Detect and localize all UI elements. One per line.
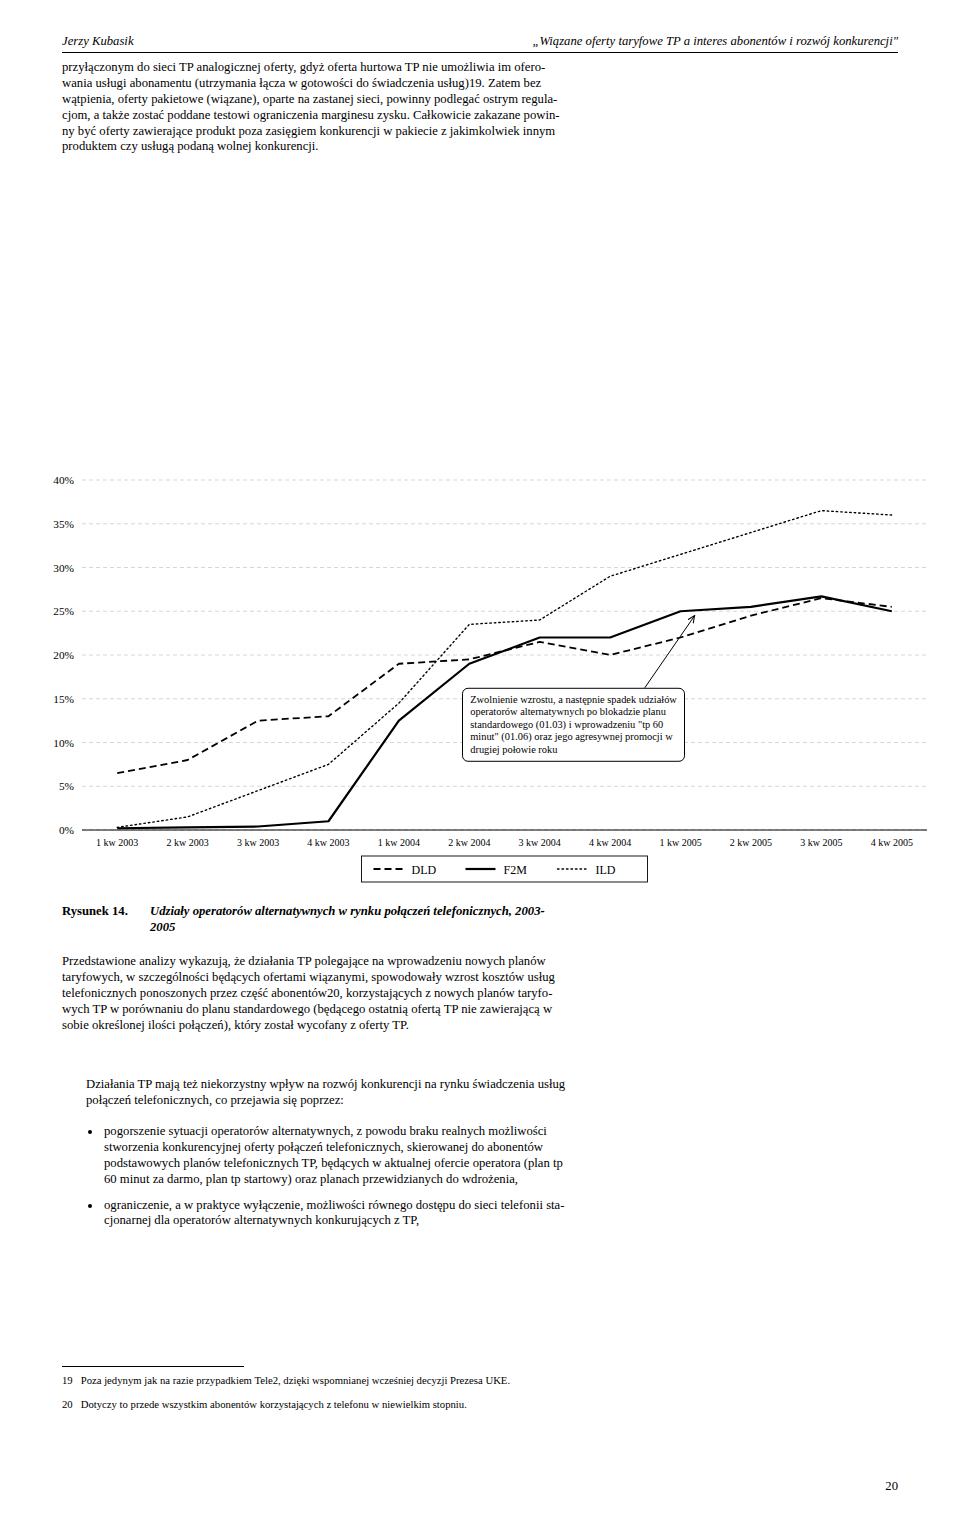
header-rule: [62, 52, 898, 53]
y-tick-label: 20%: [53, 649, 74, 661]
x-tick-label: 1 kw 2003: [96, 837, 138, 848]
grid-line: [82, 523, 927, 524]
x-axis-line: [82, 830, 927, 831]
series-line: [117, 511, 892, 828]
legend-label: ILD: [596, 863, 616, 877]
grid-line: [82, 830, 927, 831]
legend-swatch: [466, 868, 496, 870]
grid-line: [82, 611, 927, 612]
bullet-list: pogorszenie sytuacji operatorów alternat…: [62, 1124, 564, 1229]
header-left: Jerzy Kubasik: [62, 34, 134, 50]
caption-title: Udziały operatorów alternatywnych w rynk…: [150, 904, 545, 936]
series-line: [117, 598, 892, 773]
footnote-rule: [62, 1366, 244, 1367]
x-tick-label: 1 kw 2004: [378, 837, 420, 848]
x-tick-label: 1 kw 2005: [659, 837, 701, 848]
y-tick-label: 25%: [53, 605, 74, 617]
x-tick-label: 2 kw 2003: [167, 837, 209, 848]
footnote: 20 Dotyczy to przede wszystkim abonentów…: [62, 1398, 467, 1411]
y-tick-label: 0%: [59, 824, 75, 836]
annotation-arrow: [645, 616, 695, 688]
bullet-item: pogorszenie sytuacji operatorów alternat…: [102, 1124, 564, 1188]
legend-label: F2M: [504, 863, 528, 877]
grid-line: [82, 567, 927, 568]
y-tick-label: 15%: [53, 693, 74, 705]
header-right: „Wiązane oferty taryfowe TP a interes ab…: [532, 34, 898, 50]
x-tick-label: 2 kw 2005: [730, 837, 772, 848]
legend-swatch: [374, 868, 404, 870]
page-number: 20: [885, 1479, 898, 1495]
x-tick-label: 4 kw 2004: [589, 837, 631, 848]
x-tick-label: 2 kw 2004: [448, 837, 490, 848]
y-tick-label: 30%: [53, 562, 74, 574]
grid-line: [82, 655, 927, 656]
x-tick-label: 3 kw 2003: [237, 837, 279, 848]
y-tick-label: 10%: [53, 737, 74, 749]
x-tick-label: 3 kw 2005: [800, 837, 842, 848]
paragraph: przyłączonym do sieci TP analogicznej of…: [62, 60, 560, 155]
plot-area: [117, 511, 892, 829]
x-tick-label: 4 kw 2003: [307, 837, 349, 848]
y-tick-label: 35%: [53, 518, 74, 530]
legend-box: [362, 856, 648, 882]
paragraph: Działania TP mają też niekorzystny wpływ…: [86, 1077, 565, 1109]
y-tick-label: 40%: [53, 474, 74, 486]
legend: DLD F2M ILD: [362, 856, 648, 882]
x-tick-label: 4 kw 2005: [871, 837, 913, 848]
caption-label: Rysunek 14.: [62, 904, 128, 920]
bullet-item: ograniczenie, a w praktyce wyłączenie, m…: [102, 1198, 564, 1230]
grid-line: [82, 480, 927, 481]
legend-label: DLD: [412, 863, 437, 877]
grid-line: [82, 786, 927, 787]
x-tick-label: 3 kw 2004: [519, 837, 561, 848]
annotation: Zwolnienie wzrostu, a następnie spadek u…: [462, 688, 685, 762]
paragraph: Przedstawione analizy wykazują, że dział…: [62, 954, 555, 1033]
y-tick-label: 5%: [59, 780, 75, 792]
series-line: [117, 596, 892, 828]
footnote: 19 Poza jedynym jak na razie przypadkiem…: [62, 1374, 510, 1387]
legend-swatch: [558, 868, 588, 869]
